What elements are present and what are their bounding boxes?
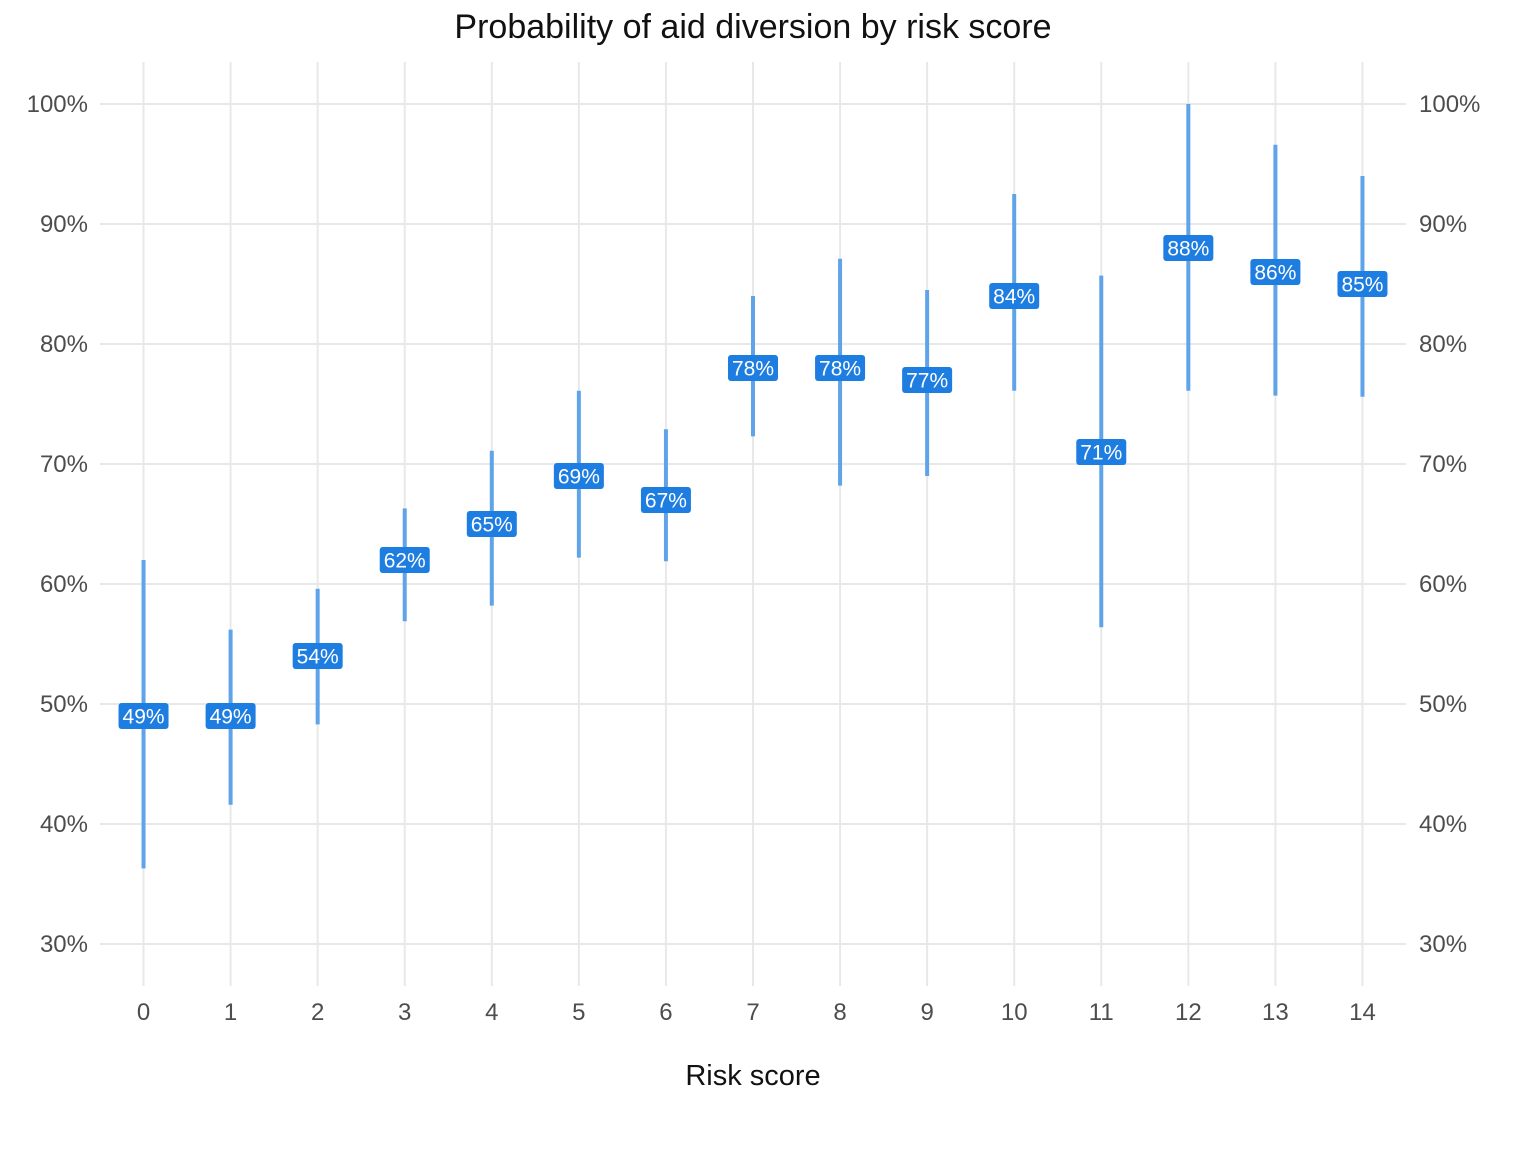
x-tick-label: 6 bbox=[659, 999, 672, 1026]
data-label: 84% bbox=[993, 286, 1035, 309]
x-tick-label: 2 bbox=[311, 999, 324, 1026]
data-label-box bbox=[728, 355, 778, 381]
y-tick-label-left: 40% bbox=[40, 811, 88, 838]
x-tick-label: 0 bbox=[137, 999, 150, 1026]
chart-title: Probability of aid diversion by risk sco… bbox=[454, 8, 1052, 46]
x-tick-label: 8 bbox=[833, 999, 846, 1026]
data-label-box bbox=[640, 487, 691, 513]
y-tick-label-right: 70% bbox=[1419, 451, 1467, 478]
data-label: 77% bbox=[906, 370, 948, 393]
data-label-box bbox=[466, 511, 517, 537]
data-label-box bbox=[553, 463, 604, 489]
x-tick-label: 10 bbox=[1001, 999, 1028, 1026]
data-label: 88% bbox=[1167, 238, 1209, 261]
y-tick-label-right: 50% bbox=[1419, 691, 1467, 718]
data-label: 69% bbox=[558, 466, 600, 489]
data-label: 86% bbox=[1254, 262, 1296, 285]
data-label: 62% bbox=[384, 550, 426, 573]
data-label-box bbox=[902, 367, 953, 393]
y-tick-label-left: 60% bbox=[40, 571, 88, 598]
x-tick-label: 13 bbox=[1262, 999, 1289, 1026]
data-label: 54% bbox=[297, 646, 339, 669]
data-label-box bbox=[292, 643, 343, 669]
x-tick-label: 9 bbox=[920, 999, 933, 1026]
data-label-box bbox=[118, 703, 169, 729]
data-label-box bbox=[1250, 259, 1301, 285]
y-tick-label-right: 40% bbox=[1419, 811, 1467, 838]
data-label-box bbox=[1076, 439, 1127, 465]
data-label: 85% bbox=[1341, 274, 1383, 297]
x-axis-title: Risk score bbox=[685, 1060, 821, 1092]
data-label-box bbox=[1337, 271, 1388, 297]
y-tick-label-left: 90% bbox=[40, 211, 88, 238]
x-tick-label: 1 bbox=[224, 999, 237, 1026]
y-tick-label-left: 50% bbox=[40, 691, 88, 718]
data-label: 65% bbox=[471, 514, 513, 537]
data-label-box bbox=[205, 703, 256, 729]
y-tick-label-right: 100% bbox=[1419, 91, 1480, 118]
y-tick-label-right: 60% bbox=[1419, 571, 1467, 598]
data-label: 49% bbox=[210, 706, 252, 729]
y-tick-label-right: 90% bbox=[1419, 211, 1467, 238]
data-label: 49% bbox=[123, 706, 165, 729]
data-label: 78% bbox=[819, 358, 861, 381]
x-tick-label: 4 bbox=[485, 999, 498, 1026]
data-label: 67% bbox=[645, 490, 687, 513]
x-tick-label: 11 bbox=[1089, 999, 1114, 1026]
data-label: 78% bbox=[732, 358, 774, 381]
x-tick-label: 5 bbox=[572, 999, 585, 1026]
y-tick-label-right: 30% bbox=[1419, 931, 1467, 958]
x-tick-label: 7 bbox=[746, 999, 759, 1026]
data-label-box bbox=[989, 283, 1040, 309]
data-label-box bbox=[815, 355, 866, 381]
y-tick-label-right: 80% bbox=[1419, 331, 1467, 358]
y-tick-label-left: 70% bbox=[40, 451, 88, 478]
data-label-box bbox=[379, 547, 430, 573]
x-tick-label: 14 bbox=[1349, 999, 1376, 1026]
x-tick-label: 12 bbox=[1175, 999, 1202, 1026]
y-tick-label-left: 80% bbox=[40, 331, 88, 358]
y-tick-label-left: 100% bbox=[27, 91, 88, 118]
x-tick-label: 3 bbox=[398, 999, 411, 1026]
data-label-box bbox=[1163, 235, 1214, 261]
y-tick-label-left: 30% bbox=[40, 931, 88, 958]
data-label: 71% bbox=[1080, 442, 1122, 465]
